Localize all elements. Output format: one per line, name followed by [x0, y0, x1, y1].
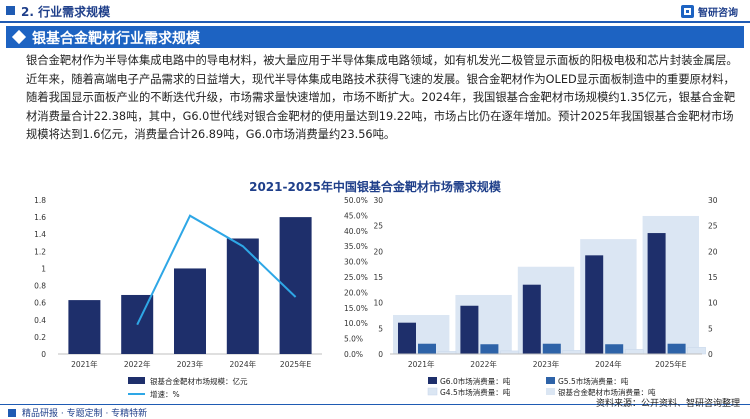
- footer-tag-text: 精品研报 · 专题定制 · 专精特新: [22, 409, 148, 419]
- legend-label-g60: G6.0市场消费量：吨: [440, 376, 511, 386]
- left-axis-tick-label: 20: [373, 247, 383, 256]
- right-axis-tick-label: 30.0%: [344, 258, 368, 267]
- right-axis-tick-label: 5: [708, 324, 713, 333]
- left-axis-tick-label: 1.6: [34, 213, 46, 222]
- x-axis-label: 2023年: [533, 359, 560, 369]
- right-axis-tick-label: 40.0%: [344, 227, 368, 236]
- growth-rate-line: [136, 214, 297, 326]
- left-axis-tick-label: 0.6: [34, 299, 46, 308]
- footer-divider: [0, 404, 750, 405]
- title-bar: 银基合金靶材行业需求规模: [6, 26, 744, 48]
- x-axis-label: 2022年: [470, 359, 497, 369]
- market-size-bar: [174, 268, 206, 354]
- legend-label-market-size: 银基合金靶材市场规模：亿元: [150, 376, 248, 386]
- left-axis-tick-label: 25: [373, 222, 383, 231]
- left-axis-tick-label: 0: [378, 350, 383, 359]
- x-axis-label: 2023年: [177, 359, 204, 369]
- legend-swatch-g55: [546, 377, 555, 384]
- x-axis-label: 2021年: [408, 359, 435, 369]
- top-header: 2. 行业需求规模 智研咨询: [0, 0, 750, 23]
- x-axis-label: 2025年E: [655, 359, 687, 369]
- right-axis-tick-label: 25: [708, 222, 718, 231]
- market-size-bar: [68, 300, 101, 354]
- g45-consumption-bar: [562, 350, 582, 355]
- g45-consumption-bar: [624, 349, 644, 355]
- right-axis-tick-label: 10: [708, 299, 718, 308]
- left-axis-tick-label: 30: [373, 196, 383, 205]
- right-axis-tick-label: 50.0%: [344, 196, 368, 205]
- source-note: 资料来源：公开资料、智研咨询整理: [595, 399, 740, 409]
- x-axis-label: 2024年: [230, 359, 257, 369]
- g60-consumption-bar: [398, 322, 416, 354]
- legend-swatch-g45: [427, 387, 438, 396]
- page-title: 银基合金靶材行业需求规模: [32, 31, 200, 47]
- right-axis-tick-label: 10.0%: [344, 319, 368, 328]
- g55-consumption-bar: [605, 344, 624, 354]
- left-axis-tick-label: 15: [373, 273, 383, 282]
- g55-consumption-bar: [667, 343, 686, 354]
- footer-marker: [8, 408, 16, 417]
- legend-label-g55: G5.5市场消费量：吨: [558, 376, 629, 386]
- right-axis-tick-label: 15.0%: [344, 304, 368, 313]
- left-axis-tick-label: 5: [378, 324, 383, 333]
- body-paragraph: 银合金靶材作为半导体集成电路中的导电材料，被大量应用于半导体集成电路领域，如有机…: [26, 54, 738, 142]
- x-axis-label: 2022年: [124, 359, 151, 369]
- brand: 智研咨询: [681, 2, 738, 20]
- left-axis-tick-label: 1.4: [34, 230, 46, 239]
- right-axis-tick-label: 5.0%: [344, 335, 363, 344]
- right-axis-tick-label: 20: [708, 247, 718, 256]
- g55-consumption-bar: [418, 343, 436, 354]
- legend-label-growth: 增速：%: [150, 389, 180, 399]
- header-divider: [0, 21, 750, 23]
- g60-consumption-bar: [585, 255, 604, 354]
- legend-label-total: 银基合金靶材市场消费量：吨: [558, 387, 656, 397]
- section-title: 2. 行业需求规模: [21, 5, 111, 19]
- footer-tagline: 精品研报 · 专题定制 · 专精特新: [8, 406, 147, 419]
- legend-label-g45: G4.5市场消费量：吨: [440, 387, 511, 397]
- g60-consumption-bar: [460, 305, 479, 354]
- chart-title: 2021-2025年中国银基合金靶材市场需求规模: [249, 180, 501, 194]
- legend-swatch-g60: [428, 377, 437, 384]
- brand-logo-icon: [681, 4, 694, 18]
- g55-consumption-bar: [542, 343, 561, 354]
- right-axis-tick-label: 30: [708, 196, 718, 205]
- right-axis-tick-label: 25.0%: [344, 273, 368, 282]
- right-axis-tick-label: 35.0%: [344, 242, 368, 251]
- g60-consumption-bar: [522, 284, 541, 354]
- left-axis-tick-label: 1: [41, 264, 46, 273]
- left-axis-tick-label: 10: [373, 299, 383, 308]
- left-axis-tick-label: 0.8: [34, 282, 46, 291]
- legend-swatch-total: [546, 388, 555, 395]
- left-axis-tick-label: 1.8: [34, 196, 46, 205]
- x-axis-label: 2025年E: [280, 359, 312, 369]
- x-axis-label: 2024年: [595, 359, 622, 369]
- left-axis-tick-label: 0: [41, 350, 46, 359]
- right-axis-tick-label: 0.0%: [344, 350, 363, 359]
- right-axis-tick-label: 15: [708, 273, 718, 282]
- left-axis-tick-label: 0.4: [34, 316, 46, 325]
- left-axis-tick-label: 0.2: [34, 333, 46, 342]
- g45-consumption-bar: [687, 347, 706, 355]
- right-axis-tick-label: 45.0%: [344, 211, 368, 220]
- right-axis-tick-label: 20.0%: [344, 288, 368, 297]
- g60-consumption-bar: [647, 233, 666, 354]
- x-axis-label: 2021年: [71, 359, 98, 369]
- section-marker: [6, 6, 15, 15]
- right-axis-tick-label: 0: [708, 350, 713, 359]
- left-axis-tick-label: 1.2: [34, 247, 46, 256]
- g55-consumption-bar: [480, 344, 499, 354]
- brand-name: 智研咨询: [698, 7, 738, 19]
- legend-swatch-market-size: [128, 377, 145, 384]
